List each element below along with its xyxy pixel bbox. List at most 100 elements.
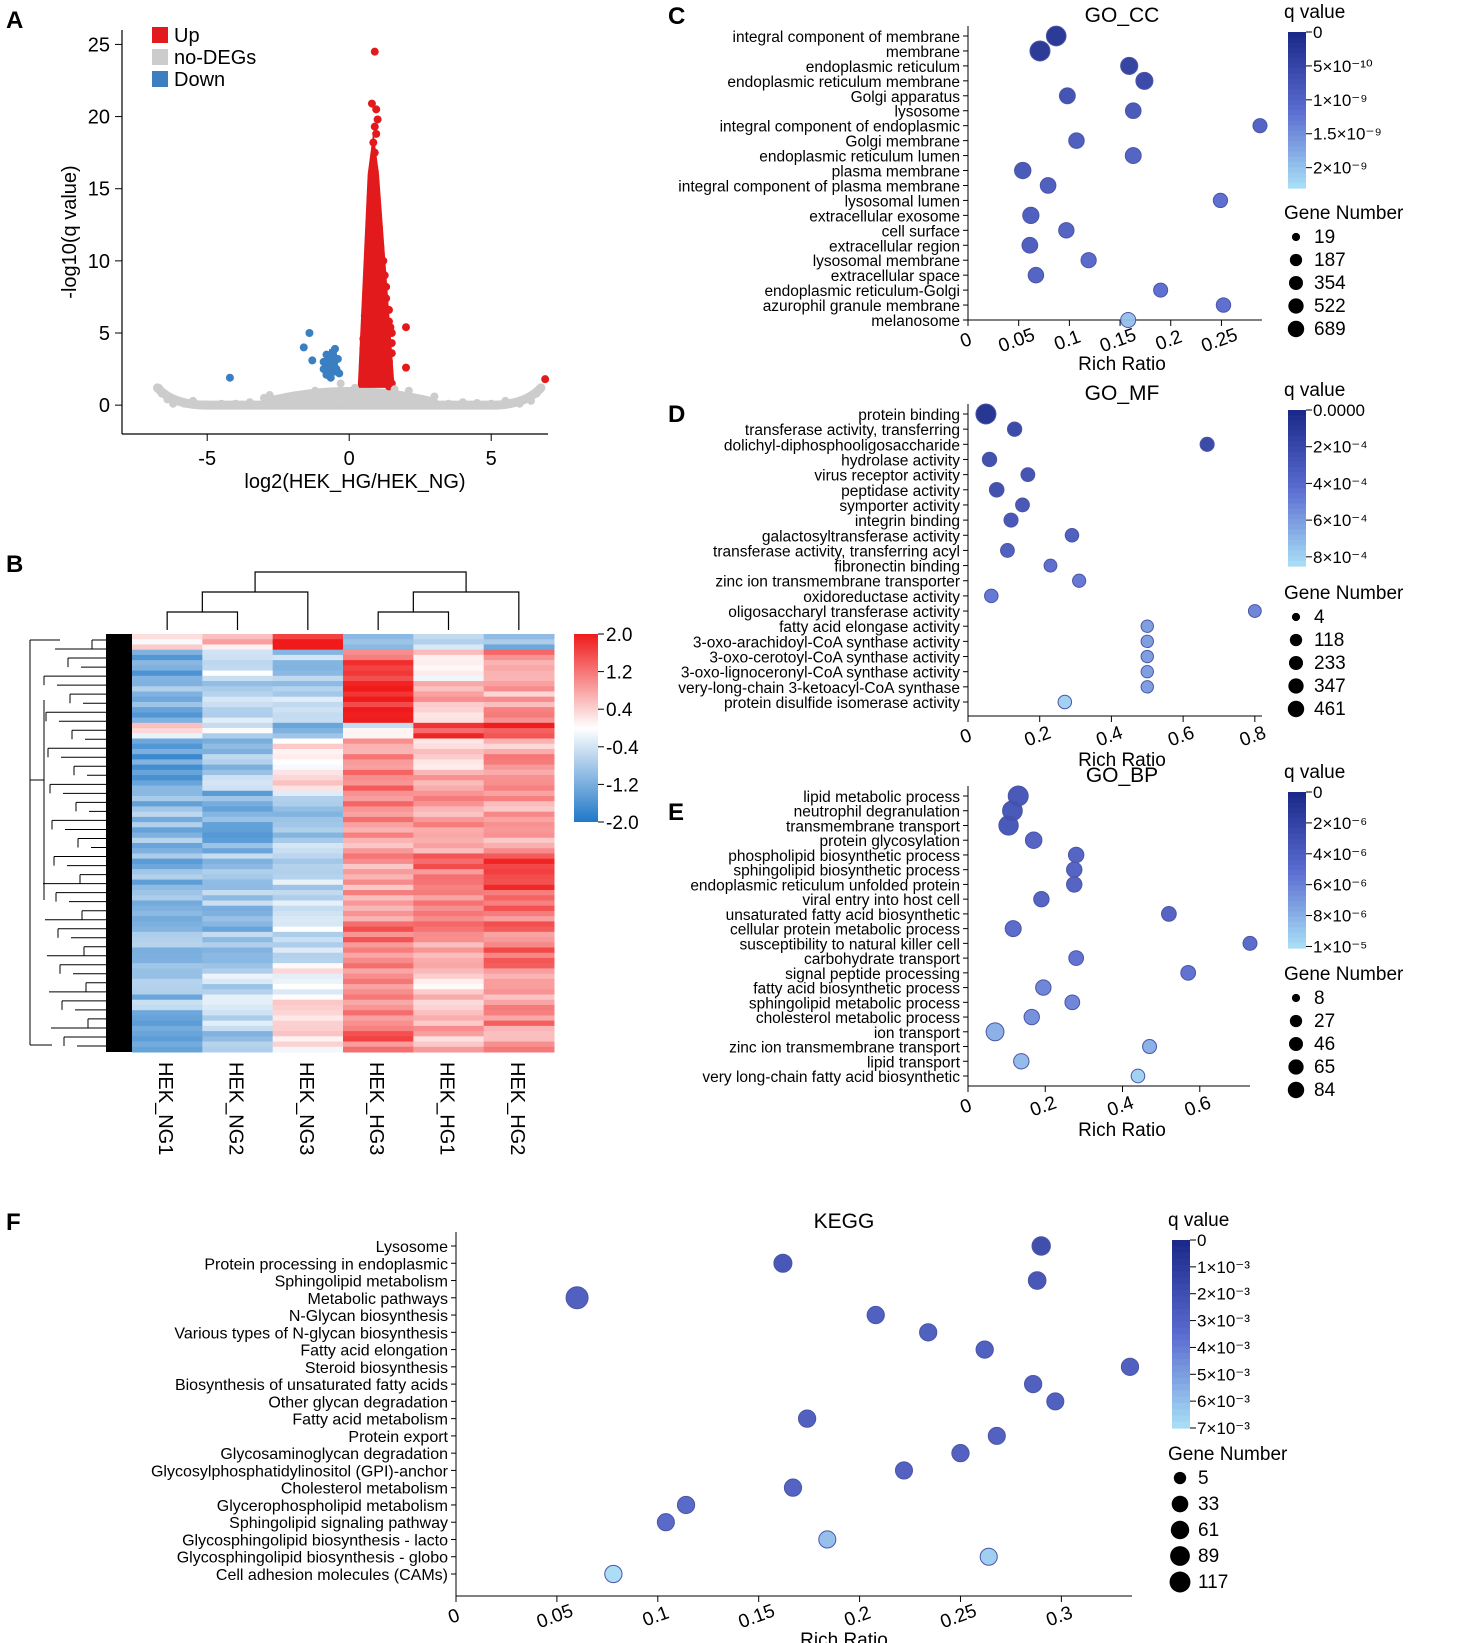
q-colorbar-segment: [1288, 84, 1306, 90]
point-up: [370, 333, 379, 342]
bubble: [676, 1495, 696, 1515]
heat-cell: [202, 984, 274, 990]
heat-cell: [483, 795, 555, 802]
heat-cell: [202, 654, 274, 661]
bubble: [1024, 831, 1043, 849]
heat-cell: [343, 952, 414, 959]
heat-cell: [343, 722, 414, 729]
bubble: [1029, 40, 1051, 62]
x-tick-label: 0.2: [1027, 1092, 1059, 1121]
term-label: cellular protein metabolic process: [730, 922, 960, 939]
heat-cell: [343, 837, 414, 844]
heat-cell: [202, 1041, 274, 1048]
q-colorbar-segment: [1288, 146, 1306, 153]
x-axis-title: Rich Ratio: [800, 1630, 888, 1643]
q-colorbar-segment: [1172, 1384, 1190, 1391]
q-colorbar-segment: [1172, 1390, 1190, 1398]
term-label: fatty acid elongase activity: [779, 619, 960, 636]
q-colorbar-segment: [1172, 1377, 1190, 1385]
heat-cell: [272, 1025, 344, 1032]
y-tick-label: 15: [88, 179, 110, 201]
heat-cell: [272, 926, 344, 933]
heat-cell: [132, 696, 203, 703]
heat-cell: [202, 717, 274, 724]
heat-cell: [413, 942, 485, 948]
heat-cell: [202, 905, 274, 912]
heat-cell: [483, 743, 555, 750]
heat-cell: [343, 916, 414, 922]
panel-label-f: F: [6, 1209, 21, 1236]
bubble: [1058, 87, 1076, 105]
heat-cell: [132, 989, 203, 996]
bubble: [1067, 846, 1085, 864]
x-tick-label: -5: [198, 448, 216, 470]
heat-cell: [202, 759, 274, 766]
chart-title: GO_MF: [1085, 382, 1160, 405]
term-label: Sphingolipid signaling pathway: [229, 1515, 448, 1532]
q-colorbar-segment: [1288, 488, 1306, 494]
heat-cell: [343, 999, 414, 1006]
heat-cell: [272, 947, 344, 954]
q-colorbar-segment: [1288, 540, 1306, 546]
term-label: Glycosaminoglycan degradation: [220, 1446, 448, 1463]
heat-cell: [202, 910, 274, 917]
heat-cell: [272, 874, 344, 881]
heat-cell: [343, 696, 414, 703]
heat-cell: [272, 822, 344, 828]
heat-cell: [132, 890, 203, 896]
q-colorbar-segment: [1172, 1352, 1190, 1360]
heat-cell: [413, 1025, 485, 1032]
gene-number-label: 689: [1314, 319, 1346, 340]
colorbar: [574, 634, 598, 822]
point-no-degs: [535, 385, 544, 394]
q-colorbar-segment: [1172, 1327, 1190, 1335]
heat-cell: [343, 764, 414, 771]
point-no-degs: [316, 395, 325, 404]
gene-number-dot: [1170, 1520, 1190, 1540]
bubble: [1046, 1392, 1065, 1411]
q-colorbar-segment: [1172, 1421, 1190, 1429]
heat-cell: [132, 968, 203, 975]
bubble: [1021, 236, 1039, 254]
gene-number-dot: [1291, 232, 1301, 242]
gene-number-label: 46: [1314, 1034, 1335, 1055]
legend-swatch-1: [152, 49, 168, 65]
q-colorbar-label: 0: [1197, 1231, 1206, 1250]
point-up: [380, 271, 389, 280]
heat-cell: [132, 947, 203, 954]
q-colorbar-segment: [1288, 151, 1306, 158]
heat-cell: [343, 654, 414, 661]
heat-cell: [202, 780, 274, 787]
term-label: Metabolic pathways: [307, 1291, 448, 1308]
q-colorbar-segment: [1288, 436, 1306, 442]
heat-cell: [413, 665, 485, 672]
column-label-hek_hg2: HEK_HG2: [506, 1062, 528, 1155]
bubble: [1252, 118, 1268, 134]
q-colorbar-segment: [1288, 162, 1306, 168]
term-label: lipid metabolic process: [803, 789, 960, 806]
heat-cell: [483, 900, 555, 907]
gene-number-dot: [1287, 320, 1305, 338]
bubble: [797, 1409, 817, 1428]
x-tick-label: 0: [446, 1605, 463, 1628]
bubble: [1043, 558, 1058, 573]
q-colorbar-segment: [1288, 32, 1306, 38]
term-label: fatty acid biosynthetic process: [753, 981, 960, 998]
heat-cell: [272, 843, 344, 849]
x-tick-label: 0.2: [842, 1602, 874, 1631]
term-label: Golgi membrane: [845, 134, 960, 151]
term-label: cholesterol metabolic process: [756, 1010, 960, 1027]
heat-cell: [483, 1025, 555, 1032]
bubble: [1161, 906, 1177, 922]
point-up: [367, 176, 376, 185]
heat-cell: [483, 931, 555, 938]
bubble: [1020, 467, 1036, 483]
term-label: endoplasmic reticulum unfolded protein: [690, 877, 960, 894]
heat-cell: [202, 963, 274, 969]
term-label: fibronectin binding: [834, 559, 960, 576]
heat-cell: [272, 984, 344, 990]
point-up: [360, 311, 369, 320]
heat-cell: [272, 748, 344, 755]
x-axis-title: Rich Ratio: [1078, 1120, 1166, 1141]
term-label: sphingolipid biosynthetic process: [733, 863, 960, 880]
